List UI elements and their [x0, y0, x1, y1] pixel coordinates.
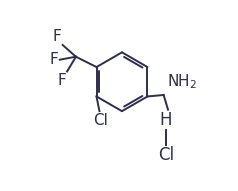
- Text: H: H: [160, 111, 172, 129]
- Text: F: F: [58, 73, 66, 88]
- Text: NH$_2$: NH$_2$: [167, 72, 198, 91]
- Text: Cl: Cl: [94, 113, 108, 128]
- Text: F: F: [50, 52, 58, 67]
- Text: F: F: [52, 28, 61, 44]
- Text: Cl: Cl: [158, 146, 174, 164]
